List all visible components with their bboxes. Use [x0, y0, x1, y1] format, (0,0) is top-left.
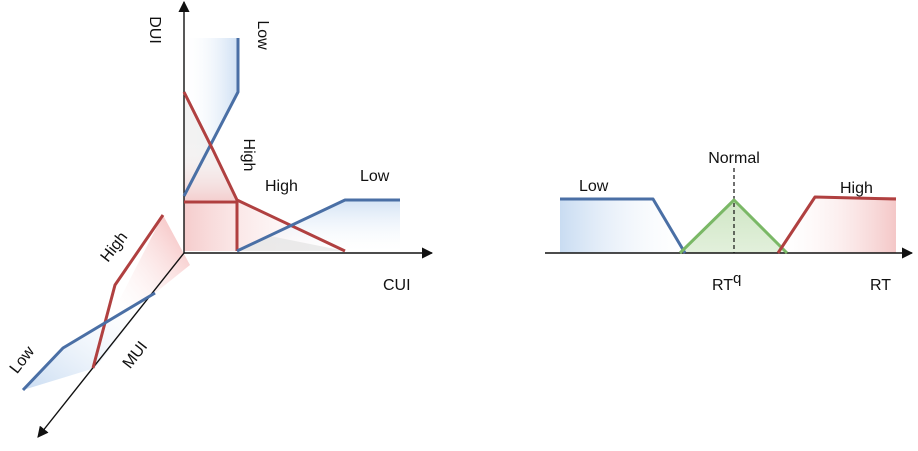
cui-high-label: High — [265, 178, 298, 195]
cui-axis-label: CUI — [383, 277, 411, 294]
right-membership-lines — [560, 195, 897, 255]
left-axes — [37, 0, 434, 438]
right-diagram: Low Normal High RTq RT — [545, 150, 914, 294]
rt-axis-label: RT — [870, 277, 891, 294]
dui-axis-label: DUI — [146, 16, 163, 44]
cui-low-label: Low — [360, 168, 390, 185]
rt-threshold-base: RT — [712, 277, 733, 294]
rt-low-fill — [560, 199, 685, 253]
mui-low-line — [21, 291, 156, 392]
mui-low-fill — [23, 293, 155, 390]
dui-high-label: High — [240, 139, 257, 172]
rt-threshold-label: RTq — [712, 270, 741, 294]
cui-high-line — [184, 200, 239, 251]
dui-low-label: Low — [254, 20, 271, 50]
mui-high-label: High — [98, 229, 132, 265]
rt-threshold-superscript: q — [733, 270, 741, 287]
rt-normal-label: Normal — [708, 150, 760, 167]
left-diagram: DUI Low High High Low CUI High Low MUI — [7, 0, 434, 438]
rt-high-line — [776, 195, 897, 254]
right-fill-regions — [560, 197, 896, 253]
rt-normal-line — [678, 198, 789, 255]
mui-axis-label: MUI — [120, 338, 151, 372]
mui-low-label: Low — [7, 343, 39, 377]
mui-high-fill — [110, 215, 190, 318]
dui-high-fill — [184, 140, 237, 200]
cui-low-line — [236, 198, 400, 253]
left-membership-lines — [21, 38, 400, 392]
mui-axis — [37, 252, 185, 438]
rt-high-label: High — [840, 180, 873, 197]
dui-low-line — [182, 38, 240, 197]
mui-high-line — [91, 214, 165, 369]
rt-low-label: Low — [579, 178, 609, 195]
rt-low-line — [560, 197, 687, 254]
